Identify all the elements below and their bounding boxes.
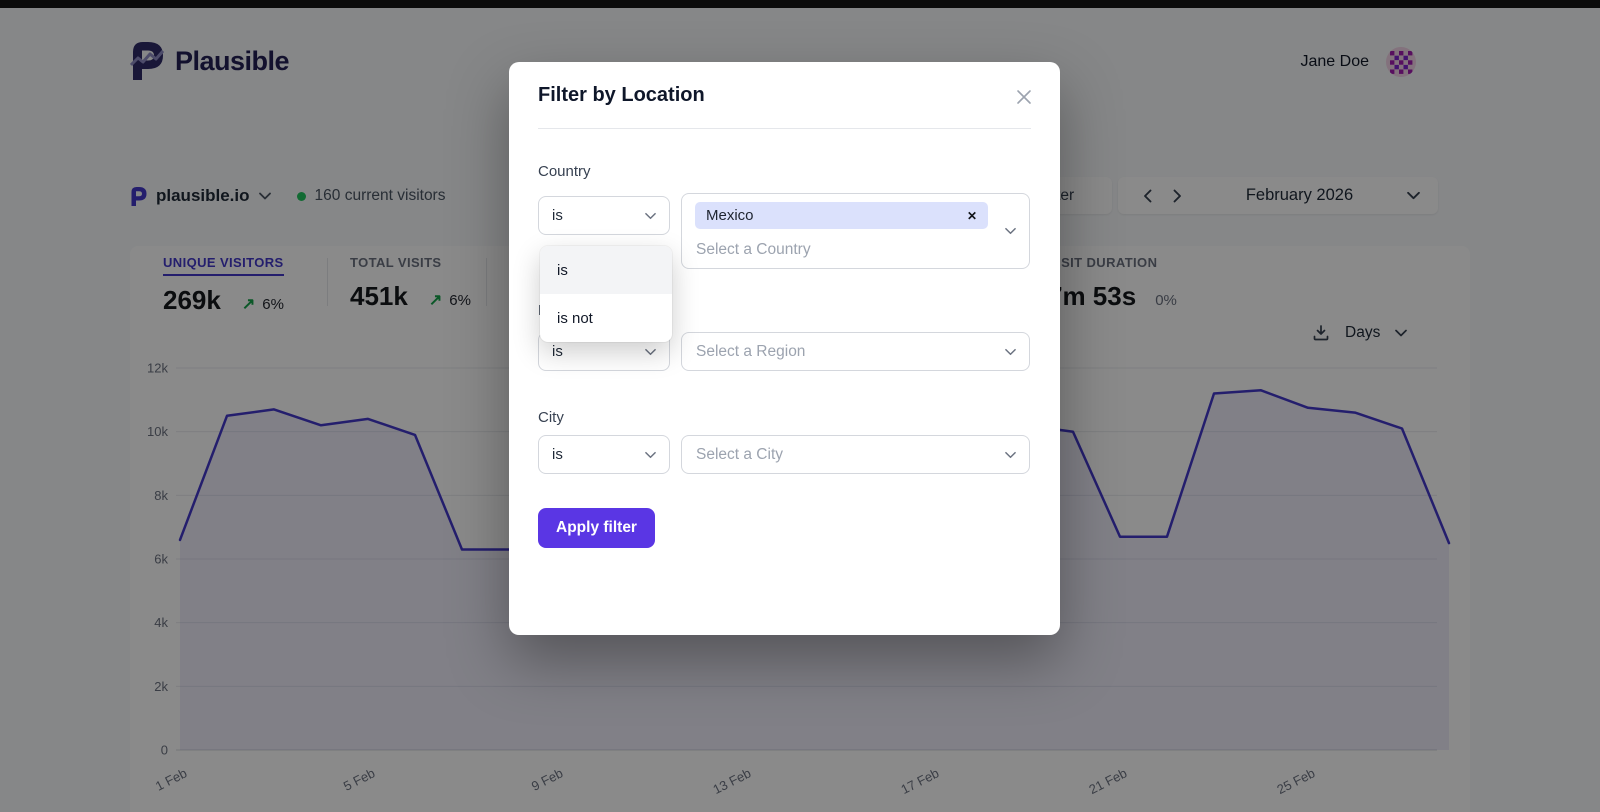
metric-label[interactable]: UNIQUE VISITORS [163,255,284,276]
chevron-down-icon[interactable] [258,192,271,200]
selected-country-tag: Mexico ✕ [695,202,988,229]
avatar[interactable] [1386,47,1416,77]
chevron-down-icon [645,212,656,220]
prev-period-arrow[interactable] [1132,177,1162,214]
download-icon[interactable] [1312,324,1330,342]
plausible-logo[interactable]: Plausible [130,42,290,80]
metric-change: 6% [449,292,471,309]
city-operator-select[interactable]: is [538,435,670,474]
date-range-picker: February 2026 [1118,177,1438,214]
interval-selector: Days [1312,324,1408,342]
operator-option-is-not[interactable]: is not [557,309,593,327]
chevron-down-icon [1005,348,1016,356]
operator-option-is[interactable]: is [540,246,672,294]
window-top-strip [0,0,1600,8]
country-label: Country [538,163,591,180]
user-menu[interactable]: Jane Doe [1300,47,1416,77]
date-range-label[interactable]: February 2026 [1245,186,1354,204]
user-name: Jane Doe [1300,53,1370,70]
metric-label[interactable]: VISIT DURATION [1048,255,1158,270]
stat-divider [486,258,487,306]
selected-country-name: Mexico [706,207,754,224]
metric-value: 451k [350,281,408,311]
next-period-arrow[interactable] [1162,177,1192,214]
trend-up-icon: ↗ [428,292,443,309]
site-switcher-bar: plausible.io 160 current visitors [130,179,445,213]
metric-value: 269k [163,285,221,315]
chevron-down-icon [645,348,656,356]
plausible-logo-icon [130,42,164,80]
close-icon[interactable] [1016,89,1032,105]
country-combobox[interactable]: Mexico ✕ Select a Country [681,193,1030,269]
chevron-down-icon [1005,451,1016,459]
metric-visit-duration[interactable]: VISIT DURATION 7m 53s 0% [1048,254,1177,312]
region-placeholder[interactable]: Select a Region [696,343,806,360]
modal-divider [538,128,1031,129]
interval-label[interactable]: Days [1345,324,1381,341]
country-operator-value: is [552,207,563,224]
site-name[interactable]: plausible.io [156,186,250,205]
apply-filter-button[interactable]: Apply filter [538,508,655,548]
city-operator-value: is [552,446,563,463]
modal-title: Filter by Location [538,84,705,106]
metric-change: 0% [1155,292,1177,309]
region-combobox[interactable]: Select a Region [681,332,1030,371]
brand-wordmark: Plausible [175,45,290,76]
city-combobox[interactable]: Select a City [681,435,1030,474]
chevron-down-icon[interactable] [1395,329,1408,337]
country-placeholder[interactable]: Select a Country [696,241,811,258]
city-placeholder[interactable]: Select a City [696,446,784,463]
city-label: City [538,409,564,426]
chevron-down-icon [645,451,656,459]
metric-value: 7m 53s [1048,281,1137,311]
metric-unique-visitors[interactable]: UNIQUE VISITORS 269k ↗ 6% [163,254,284,316]
country-operator-select[interactable]: is [538,196,670,235]
site-favicon [130,186,147,206]
metric-change: 6% [262,296,284,313]
region-operator-value: is [552,343,563,360]
remove-tag-icon[interactable]: ✕ [966,208,977,223]
live-visitors-dot [296,191,306,201]
stat-divider [327,258,328,306]
chevron-down-icon [1005,227,1016,235]
trend-up-icon: ↗ [241,296,256,313]
current-visitors[interactable]: 160 current visitors [314,187,446,204]
operator-dropdown: is is not [540,246,672,342]
metric-label[interactable]: TOTAL VISITS [350,255,442,270]
chevron-down-icon[interactable] [1407,191,1420,200]
metric-total-visits[interactable]: TOTAL VISITS 451k ↗ 6% [350,254,471,312]
filter-by-location-modal: Filter by Location Country is Mexico ✕ S… [509,62,1060,635]
